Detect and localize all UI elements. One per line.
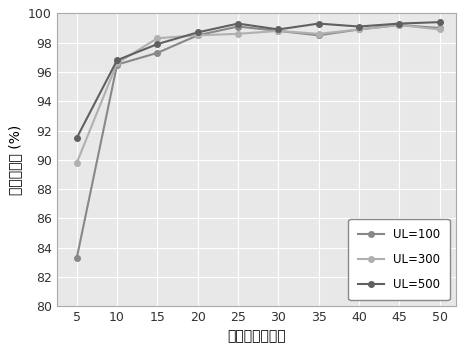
UL=500 <box>114 58 119 62</box>
UL=100 <box>114 63 119 67</box>
UL=500 <box>436 20 441 24</box>
UL=300 <box>315 32 321 36</box>
UL=300 <box>194 33 200 37</box>
UL=300 <box>436 27 441 32</box>
UL=300 <box>114 61 119 65</box>
Line: UL=500: UL=500 <box>74 19 441 140</box>
UL=500 <box>356 24 361 29</box>
UL=500 <box>315 21 321 26</box>
UL=100 <box>315 33 321 37</box>
UL=500 <box>194 30 200 34</box>
X-axis label: 标签样本的数量: 标签样本的数量 <box>226 330 285 344</box>
UL=300 <box>356 27 361 32</box>
UL=100 <box>235 24 240 29</box>
UL=300 <box>154 36 160 40</box>
UL=100 <box>74 256 79 260</box>
UL=100 <box>436 26 441 30</box>
UL=300 <box>74 161 79 165</box>
UL=100 <box>356 27 361 32</box>
Y-axis label: 测试准确率 (%): 测试准确率 (%) <box>8 125 22 195</box>
Line: UL=100: UL=100 <box>74 22 441 261</box>
UL=500 <box>74 136 79 140</box>
UL=300 <box>395 23 401 27</box>
UL=300 <box>275 29 281 33</box>
UL=100 <box>275 29 281 33</box>
UL=100 <box>194 33 200 37</box>
UL=500 <box>154 42 160 46</box>
Line: UL=300: UL=300 <box>74 22 441 165</box>
UL=300 <box>235 32 240 36</box>
UL=100 <box>395 23 401 27</box>
UL=500 <box>235 21 240 26</box>
UL=100 <box>154 51 160 55</box>
UL=500 <box>275 27 281 32</box>
UL=500 <box>395 21 401 26</box>
Legend: UL=100, UL=300, UL=500: UL=100, UL=300, UL=500 <box>348 219 449 300</box>
